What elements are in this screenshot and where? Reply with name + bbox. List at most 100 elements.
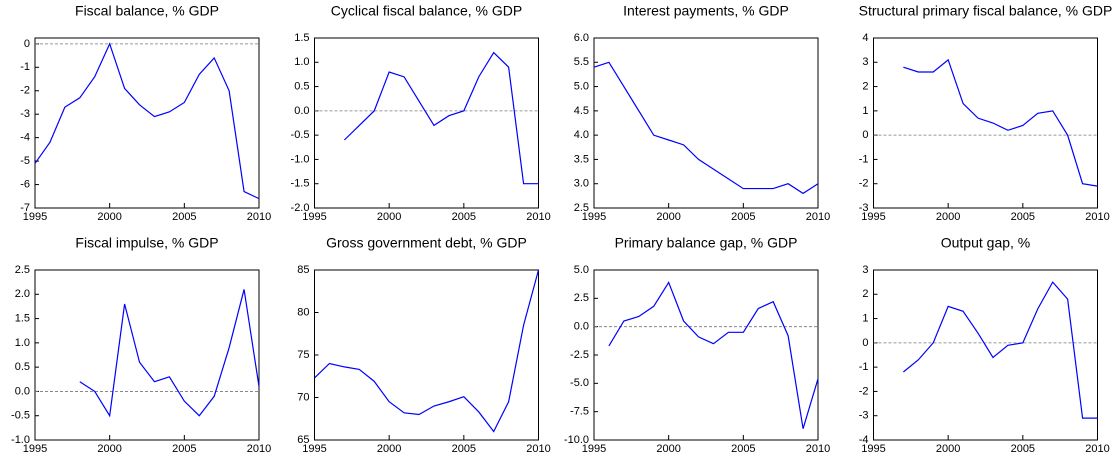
plot-frame xyxy=(873,37,1098,209)
y-tick-label: 2.5 xyxy=(15,264,30,276)
y-tick-label: 5.0 xyxy=(574,80,589,92)
x-tick-label: 1995 xyxy=(302,443,326,455)
x-tick-label: 2000 xyxy=(936,211,960,223)
y-tick-label: 6.0 xyxy=(574,32,589,44)
y-tick-label: -3 xyxy=(20,108,30,120)
y-tick-label: 2.5 xyxy=(574,202,589,214)
y-tick-label: -1.0 xyxy=(11,434,30,446)
x-tick-label: 1995 xyxy=(861,211,885,223)
y-tick-label: 2 xyxy=(862,80,868,92)
chart-title: Primary balance gap, % GDP xyxy=(615,235,798,251)
y-tick-label: 80 xyxy=(297,306,309,318)
chart-title: Cyclical fiscal balance, % GDP xyxy=(331,3,522,19)
y-tick-label: 0.0 xyxy=(15,385,30,397)
y-tick-label: -1.5 xyxy=(291,178,310,190)
y-tick-label: -2 xyxy=(859,385,869,397)
x-tick-label: 1995 xyxy=(23,211,47,223)
data-line xyxy=(79,289,260,418)
x-tick-label: 2005 xyxy=(731,443,755,455)
data-line xyxy=(608,281,819,429)
x-tick-label: 2010 xyxy=(247,443,271,455)
x-tick-label: 2010 xyxy=(806,443,830,455)
x-tick-label: 2005 xyxy=(452,443,476,455)
plot-frame xyxy=(314,37,539,209)
y-tick-label: -0.5 xyxy=(11,410,30,422)
data-line xyxy=(593,61,819,195)
x-tick-label: 2000 xyxy=(97,211,121,223)
y-tick-label: -1.0 xyxy=(291,153,310,165)
y-tick-label: -7.5 xyxy=(570,406,589,418)
x-tick-label: 1995 xyxy=(861,443,885,455)
y-tick-label: 1.0 xyxy=(294,56,309,68)
y-tick-label: 4 xyxy=(862,32,868,44)
x-tick-label: 2005 xyxy=(172,443,196,455)
plot-frame xyxy=(593,269,819,441)
y-tick-label: 4.5 xyxy=(574,105,589,117)
y-tick-label: 3.0 xyxy=(574,178,589,190)
y-tick-label: 85 xyxy=(297,264,309,276)
y-tick-label: 5.0 xyxy=(574,264,589,276)
x-tick-label: 2000 xyxy=(97,443,121,455)
x-tick-label: 2000 xyxy=(656,443,680,455)
y-tick-label: -1 xyxy=(859,361,869,373)
y-tick-label: 3 xyxy=(862,264,868,276)
x-tick-label: 1995 xyxy=(302,211,326,223)
chart-title: Structural primary fiscal balance, % GDP xyxy=(859,3,1113,19)
data-line xyxy=(903,58,1098,187)
y-tick-label: -2.0 xyxy=(291,202,310,214)
y-tick-label: -2 xyxy=(20,85,30,97)
y-tick-label: 5.5 xyxy=(574,56,589,68)
x-tick-label: 2005 xyxy=(1011,211,1035,223)
x-tick-label: 2000 xyxy=(377,443,401,455)
y-tick-label: -0.5 xyxy=(291,129,310,141)
y-tick-label: -3 xyxy=(859,410,869,422)
y-tick-label: -1 xyxy=(859,153,869,165)
x-tick-label: 2005 xyxy=(1011,443,1035,455)
y-tick-label: -4 xyxy=(859,434,869,446)
y-tick-label: 1.0 xyxy=(15,337,30,349)
y-tick-label: -7 xyxy=(20,202,30,214)
x-tick-label: 2010 xyxy=(526,443,550,455)
plot-frame xyxy=(873,269,1098,441)
x-tick-label: 2010 xyxy=(806,211,830,223)
x-tick-label: 2000 xyxy=(656,211,680,223)
plot-frame xyxy=(34,37,260,209)
y-tick-label: -10.0 xyxy=(564,434,589,446)
y-tick-label: -5 xyxy=(20,155,30,167)
x-tick-label: 2005 xyxy=(452,211,476,223)
chart-title: Output gap, % xyxy=(941,235,1031,251)
y-tick-label: 65 xyxy=(297,434,309,446)
y-tick-label: 70 xyxy=(297,391,309,403)
y-tick-label: -5.0 xyxy=(570,377,589,389)
y-tick-label: -6 xyxy=(20,178,30,190)
x-tick-label: 2000 xyxy=(936,443,960,455)
x-tick-label: 2010 xyxy=(247,211,271,223)
data-line xyxy=(343,51,539,185)
y-tick-label: -3 xyxy=(859,202,869,214)
x-tick-label: 2005 xyxy=(731,211,755,223)
y-tick-label: 0.5 xyxy=(15,361,30,373)
x-tick-label: 2010 xyxy=(1085,443,1109,455)
x-tick-label: 1995 xyxy=(582,443,606,455)
x-tick-label: 2005 xyxy=(172,211,196,223)
plot-frame xyxy=(34,269,260,441)
y-tick-label: 1 xyxy=(862,105,868,117)
y-tick-label: -2.5 xyxy=(570,349,589,361)
y-tick-label: -2 xyxy=(859,178,869,190)
y-tick-label: 0 xyxy=(862,129,868,141)
data-line xyxy=(902,281,1098,419)
y-tick-label: 1.5 xyxy=(294,32,309,44)
y-tick-label: 0.0 xyxy=(574,321,589,333)
x-tick-label: 2010 xyxy=(1085,211,1109,223)
y-tick-label: 0.0 xyxy=(294,105,309,117)
y-tick-label: 3 xyxy=(862,56,868,68)
data-line xyxy=(34,42,260,200)
chart-title: Interest payments, % GDP xyxy=(623,3,789,19)
y-tick-label: 4.0 xyxy=(574,129,589,141)
y-tick-label: 0 xyxy=(862,337,868,349)
data-line xyxy=(314,269,540,433)
y-tick-label: 3.5 xyxy=(574,153,589,165)
chart-title: Fiscal balance, % GDP xyxy=(75,3,219,19)
y-tick-label: 2.5 xyxy=(574,292,589,304)
